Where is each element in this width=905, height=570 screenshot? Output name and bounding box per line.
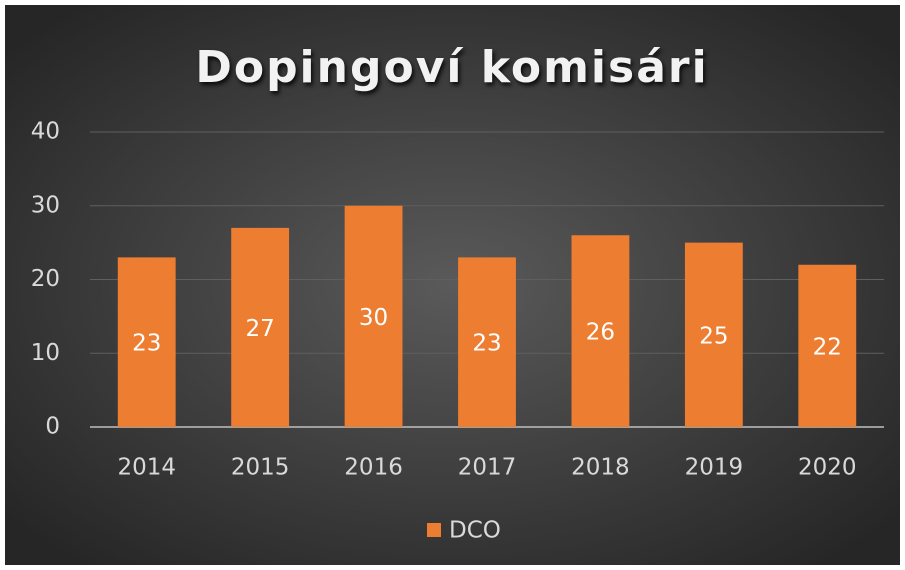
x-tick-label: 2017 xyxy=(458,455,517,481)
x-tick-label: 2015 xyxy=(231,455,290,481)
legend-swatch xyxy=(427,523,441,537)
bar xyxy=(344,205,403,427)
x-tick-label: 2018 xyxy=(571,455,630,481)
x-tick-label: 2019 xyxy=(685,455,744,481)
data-label: 25 xyxy=(699,323,728,349)
y-tick-label: 30 xyxy=(31,192,60,218)
y-tick-label: 0 xyxy=(45,414,60,440)
bar xyxy=(798,264,857,427)
y-tick-label: 40 xyxy=(31,119,60,145)
data-label: 30 xyxy=(359,305,388,331)
data-label: 26 xyxy=(586,320,615,346)
x-tick-label: 2014 xyxy=(117,455,176,481)
bar xyxy=(571,235,630,427)
chart-title: Dopingoví komisári xyxy=(195,42,708,93)
bar xyxy=(231,227,290,427)
data-label: 27 xyxy=(246,316,275,342)
x-tick-label: 2016 xyxy=(344,455,403,481)
data-label: 22 xyxy=(813,334,842,360)
data-label: 23 xyxy=(132,331,161,357)
legend-label: DCO xyxy=(449,518,501,544)
bar xyxy=(684,242,743,427)
x-tick-label: 2020 xyxy=(798,455,857,481)
y-tick-label: 20 xyxy=(31,266,60,292)
data-label: 23 xyxy=(472,331,501,357)
bar xyxy=(117,257,176,427)
y-tick-label: 10 xyxy=(31,340,60,366)
bar xyxy=(458,257,516,427)
